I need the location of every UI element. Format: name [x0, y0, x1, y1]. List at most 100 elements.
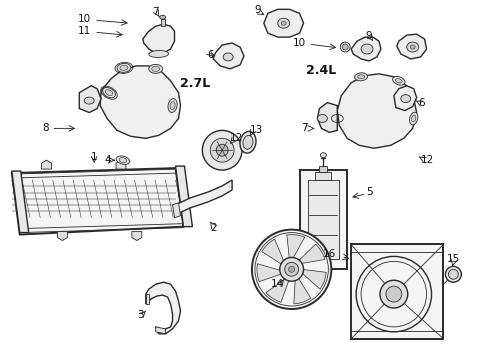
Text: 15: 15	[447, 255, 460, 264]
Ellipse shape	[412, 115, 416, 122]
Polygon shape	[12, 168, 183, 235]
Text: 9: 9	[366, 31, 372, 41]
Polygon shape	[57, 231, 68, 240]
Ellipse shape	[168, 99, 177, 112]
Text: 16: 16	[323, 249, 336, 260]
Polygon shape	[12, 171, 29, 233]
Ellipse shape	[278, 18, 290, 28]
Polygon shape	[264, 9, 303, 37]
Polygon shape	[257, 264, 283, 282]
Polygon shape	[351, 244, 443, 339]
Text: 5: 5	[366, 187, 372, 197]
Text: 8: 8	[42, 123, 49, 134]
Polygon shape	[161, 19, 165, 26]
Ellipse shape	[149, 50, 169, 58]
Polygon shape	[318, 103, 337, 132]
Polygon shape	[42, 160, 51, 169]
Ellipse shape	[358, 75, 365, 79]
Polygon shape	[316, 172, 331, 180]
Circle shape	[342, 44, 348, 50]
Ellipse shape	[119, 158, 127, 163]
Ellipse shape	[281, 21, 286, 25]
Text: 1: 1	[91, 152, 98, 162]
Polygon shape	[337, 74, 416, 148]
Polygon shape	[116, 160, 126, 169]
Ellipse shape	[392, 76, 405, 85]
Text: 3: 3	[138, 310, 144, 320]
Polygon shape	[287, 235, 305, 260]
Ellipse shape	[102, 87, 116, 98]
Text: 14: 14	[271, 279, 284, 289]
Text: 12: 12	[420, 155, 434, 165]
Text: 7: 7	[301, 123, 308, 134]
Polygon shape	[172, 203, 180, 218]
Polygon shape	[156, 327, 166, 334]
Ellipse shape	[410, 45, 415, 49]
Ellipse shape	[223, 53, 233, 61]
Polygon shape	[308, 180, 339, 260]
Text: 9: 9	[255, 5, 261, 15]
Polygon shape	[301, 269, 326, 289]
Ellipse shape	[407, 42, 418, 52]
Circle shape	[380, 280, 408, 308]
Polygon shape	[262, 239, 284, 265]
Polygon shape	[132, 231, 142, 240]
Ellipse shape	[117, 63, 131, 72]
Circle shape	[340, 42, 350, 52]
Polygon shape	[299, 170, 347, 269]
Polygon shape	[266, 278, 290, 302]
Ellipse shape	[355, 73, 368, 81]
Text: 2.7L: 2.7L	[180, 77, 211, 90]
Ellipse shape	[243, 135, 253, 149]
Ellipse shape	[361, 44, 373, 54]
Circle shape	[448, 269, 458, 279]
Circle shape	[216, 144, 228, 156]
Polygon shape	[351, 37, 381, 61]
Text: 7: 7	[152, 7, 159, 17]
Polygon shape	[394, 86, 416, 111]
Ellipse shape	[318, 114, 327, 122]
Polygon shape	[213, 43, 244, 69]
Ellipse shape	[410, 112, 418, 125]
Polygon shape	[143, 24, 174, 53]
Ellipse shape	[84, 97, 94, 104]
Ellipse shape	[120, 66, 128, 70]
Circle shape	[202, 130, 242, 170]
Circle shape	[285, 262, 298, 276]
Polygon shape	[397, 34, 427, 59]
Circle shape	[280, 257, 303, 281]
Polygon shape	[100, 66, 180, 138]
Circle shape	[289, 266, 294, 272]
Text: 13: 13	[250, 125, 263, 135]
Text: 6: 6	[207, 50, 214, 60]
Text: 2: 2	[210, 222, 217, 233]
Text: 11: 11	[78, 26, 91, 36]
Polygon shape	[175, 180, 232, 215]
Ellipse shape	[116, 156, 130, 165]
Polygon shape	[79, 86, 101, 113]
Text: 2.4L: 2.4L	[306, 64, 337, 77]
Ellipse shape	[401, 95, 411, 103]
Text: 10: 10	[293, 38, 306, 48]
Ellipse shape	[149, 64, 163, 73]
Ellipse shape	[170, 102, 175, 109]
Polygon shape	[294, 277, 311, 304]
Polygon shape	[298, 244, 325, 264]
Text: 4: 4	[105, 155, 111, 165]
Circle shape	[210, 138, 234, 162]
Circle shape	[386, 286, 402, 302]
Polygon shape	[175, 166, 193, 227]
Ellipse shape	[395, 78, 402, 83]
Circle shape	[445, 266, 461, 282]
Ellipse shape	[160, 15, 166, 19]
Text: 10: 10	[78, 14, 91, 24]
Polygon shape	[146, 294, 149, 304]
Ellipse shape	[240, 131, 256, 153]
Polygon shape	[319, 166, 327, 172]
Polygon shape	[146, 282, 180, 334]
Text: 6: 6	[418, 98, 425, 108]
Ellipse shape	[105, 90, 113, 96]
Circle shape	[252, 230, 331, 309]
Ellipse shape	[320, 153, 326, 158]
Text: 12: 12	[230, 133, 244, 143]
